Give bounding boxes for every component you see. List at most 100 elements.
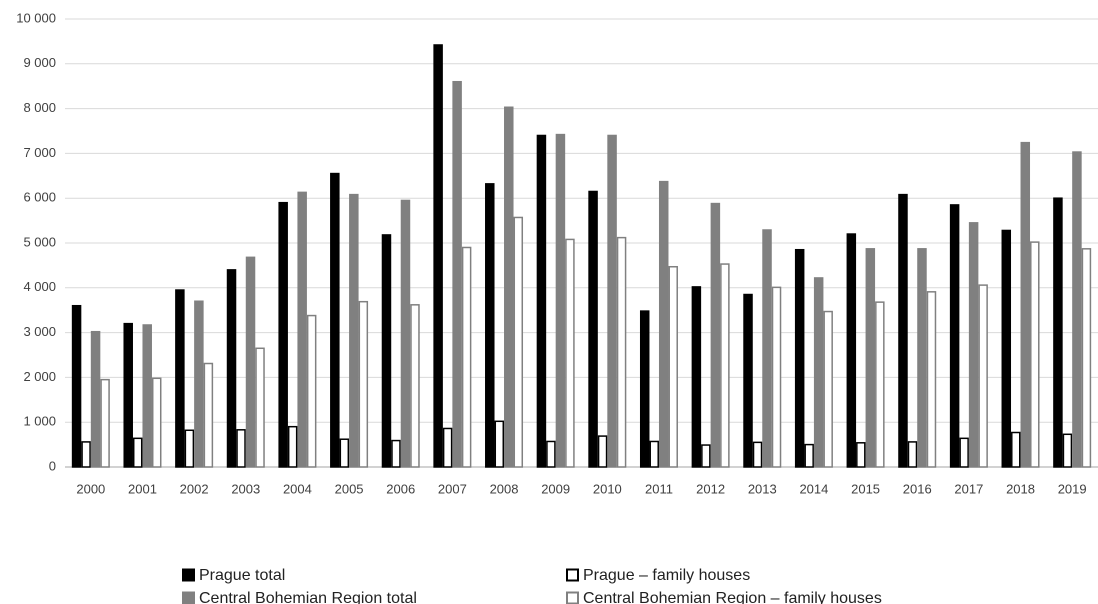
- bar: [1020, 141, 1031, 468]
- bar: [978, 284, 988, 468]
- legend-swatch: [566, 568, 579, 582]
- bar: [536, 134, 547, 468]
- bar: [607, 134, 617, 468]
- bar: [132, 437, 143, 468]
- x-tick-label: 2018: [1006, 481, 1035, 496]
- y-tick-label: 10 000: [16, 10, 56, 25]
- bar: [846, 233, 857, 468]
- y-tick-label: 3 000: [23, 324, 56, 339]
- bar: [968, 222, 979, 468]
- bar: [823, 310, 833, 468]
- bar: [546, 440, 556, 468]
- bar: [485, 183, 495, 468]
- bar: [349, 193, 359, 468]
- bar: [813, 277, 824, 468]
- x-tick-label: 2017: [954, 481, 983, 496]
- bar: [442, 427, 453, 468]
- bar: [691, 286, 702, 468]
- bar: [513, 216, 524, 468]
- bar: [762, 229, 772, 468]
- x-tick-label: 2013: [748, 481, 777, 496]
- bar: [752, 441, 763, 468]
- x-tick-label: 2002: [180, 481, 209, 496]
- x-tick-label: 2019: [1058, 481, 1087, 496]
- bar: [917, 248, 927, 468]
- bar: [555, 133, 566, 468]
- y-tick-label: 1 000: [23, 414, 56, 429]
- legend-swatch: [182, 591, 195, 604]
- bar: [898, 193, 908, 468]
- bar: [194, 300, 204, 468]
- bar: [588, 190, 598, 468]
- bar: [907, 441, 918, 468]
- legend-swatch: [182, 568, 195, 582]
- bar: [175, 289, 185, 468]
- bar: [1030, 241, 1040, 468]
- bar: [71, 304, 82, 468]
- bar: [771, 286, 782, 468]
- y-tick-label: 9 000: [23, 55, 56, 70]
- bar: [959, 437, 969, 468]
- bar: [391, 439, 401, 468]
- x-tick-label: 2014: [799, 481, 828, 496]
- bar: [743, 293, 753, 468]
- bar: [297, 191, 307, 468]
- bar: [100, 378, 110, 468]
- x-tick-label: 2003: [231, 481, 260, 496]
- x-tick-label: 2015: [851, 481, 880, 496]
- bar: [410, 304, 420, 468]
- bar: [339, 438, 350, 468]
- bar: [433, 44, 443, 468]
- bar: [949, 204, 960, 468]
- x-tick-label: 2005: [335, 481, 364, 496]
- x-tick-label: 2008: [490, 481, 519, 496]
- bar: [720, 263, 730, 468]
- bar: [494, 420, 505, 468]
- y-tick-label: 8 000: [23, 100, 56, 115]
- y-tick-label: 2 000: [23, 369, 56, 384]
- bar: [565, 238, 575, 468]
- bar: [639, 310, 650, 468]
- bar: [926, 291, 937, 468]
- legend-label: Central Bohemian Region – family houses: [583, 590, 882, 604]
- bar: [151, 377, 162, 468]
- legend-label: Prague total: [199, 567, 285, 584]
- bar: [381, 234, 392, 468]
- x-tick-label: 2010: [593, 481, 622, 496]
- y-tick-label: 0: [49, 458, 56, 473]
- x-tick-label: 2011: [645, 481, 673, 496]
- bar: [1001, 229, 1012, 468]
- x-tick-label: 2012: [696, 481, 725, 496]
- bar: [255, 347, 265, 468]
- bar: [710, 202, 721, 468]
- bar: [203, 362, 214, 468]
- bar: [306, 314, 317, 468]
- bar: [649, 440, 659, 468]
- bar: [875, 301, 885, 468]
- bar: [461, 246, 472, 468]
- bar: [184, 429, 195, 468]
- x-tick-label: 2000: [76, 481, 105, 496]
- bar: [287, 425, 298, 468]
- y-tick-label: 4 000: [23, 279, 56, 294]
- bar: [90, 330, 101, 468]
- legend-label: Prague – family houses: [583, 567, 750, 584]
- bar: [400, 199, 411, 468]
- y-tick-label: 7 000: [23, 145, 56, 160]
- bar: [1053, 197, 1063, 468]
- bar: [1011, 431, 1021, 468]
- x-tick-label: 2007: [438, 481, 467, 496]
- bar: [278, 201, 288, 468]
- bar: [794, 248, 805, 468]
- bar: [701, 444, 711, 468]
- bar: [81, 441, 91, 468]
- x-tick-label: 2004: [283, 481, 312, 496]
- y-tick-label: 6 000: [23, 190, 56, 205]
- bar: [504, 106, 514, 468]
- x-tick-label: 2009: [541, 481, 570, 496]
- legend-label: Central Bohemian Region total: [199, 590, 417, 604]
- bar: [1081, 248, 1092, 468]
- bar: [452, 80, 462, 468]
- x-tick-label: 2001: [128, 481, 157, 496]
